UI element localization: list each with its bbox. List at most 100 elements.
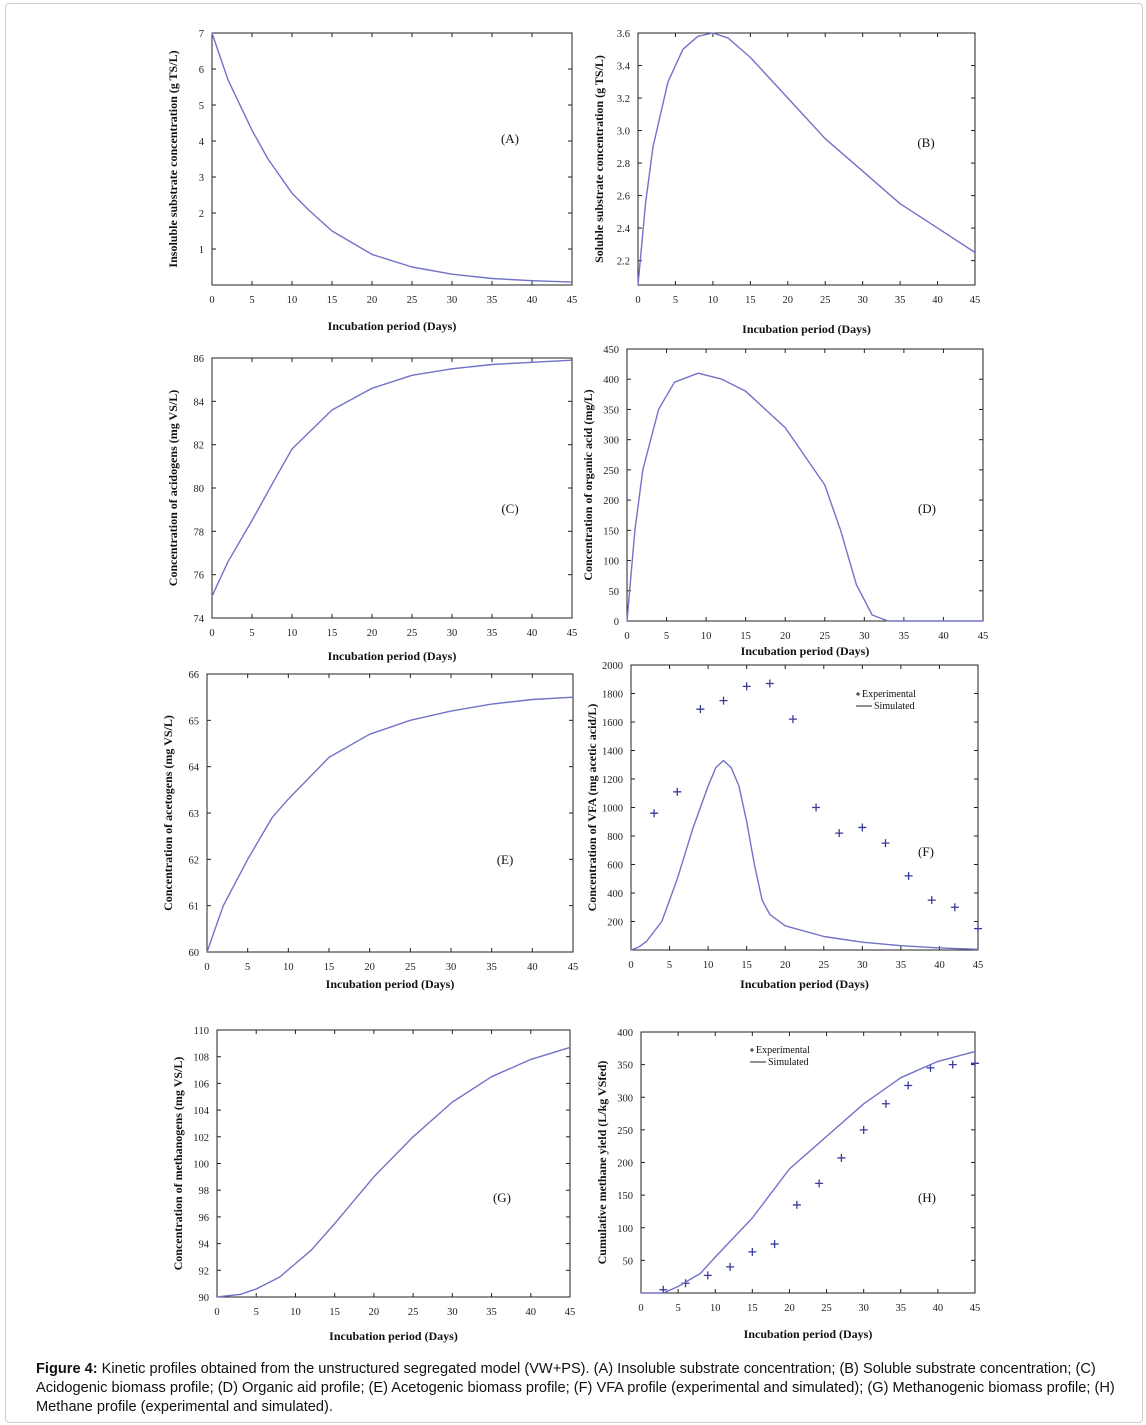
y-tick-label: 450 — [603, 345, 619, 356]
data-point-experimental — [703, 1271, 712, 1280]
x-tick-label: 25 — [407, 628, 418, 639]
x-tick-label: 5 — [664, 631, 669, 642]
plot-frame — [216, 1029, 571, 1298]
x-tick-label: 40 — [933, 1303, 944, 1314]
x-axis-label: Incubation period (Days) — [326, 977, 455, 991]
y-tick-label: 2.4 — [617, 224, 631, 235]
x-tick-label: 30 — [447, 628, 458, 639]
legend-label-experimental: Experimental — [756, 1045, 810, 1056]
chart-panel-g: 0 5 10 15 20 25 30 35 40 45 90 92 94 96 98 100 102 104 106… — [171, 1026, 575, 1343]
y-tick-label: 200 — [617, 1159, 633, 1170]
data-point-experimental — [812, 803, 821, 812]
series-line-curve — [637, 32, 976, 286]
y-axis-label: Concentration of methanogens (mg VS/L) — [171, 1057, 185, 1271]
data-point-experimental — [974, 924, 982, 933]
y-tick-label: 61 — [189, 902, 200, 913]
x-tick-label: 30 — [447, 295, 458, 306]
x-tick-label: 15 — [745, 295, 756, 306]
chart-panel-f: 0 5 10 15 20 25 30 35 40 45 200 400 600 800 1000 1200 14… — [585, 661, 983, 991]
panel-label: (E) — [497, 852, 514, 867]
series-line-curve — [626, 372, 983, 622]
x-tick-label: 45 — [970, 295, 981, 306]
x-tick-label: 0 — [638, 1303, 643, 1314]
y-tick-label: 3.0 — [617, 127, 630, 138]
x-tick-label: 25 — [407, 295, 418, 306]
panel-label: (F) — [918, 844, 934, 859]
y-tick-label: 1400 — [602, 747, 623, 758]
x-tick-label: 35 — [486, 1307, 497, 1318]
chart-panel-d: 0 5 10 15 20 25 30 35 40 450501001502002503003504… — [581, 345, 988, 658]
x-tick-label: 40 — [527, 628, 538, 639]
x-tick-label: 20 — [780, 631, 791, 642]
y-tick-label: 400 — [607, 889, 623, 900]
plot-frame — [630, 664, 979, 951]
y-tick-label: 96 — [199, 1213, 210, 1224]
y-tick-label: 1800 — [602, 690, 623, 701]
y-tick-label: 86 — [194, 354, 205, 365]
x-axis-label: Incubation period (Days) — [740, 977, 869, 991]
y-tick-label: 94 — [199, 1240, 210, 1251]
data-point-experimental — [673, 787, 682, 796]
legend-label-experimental: Experimental — [862, 689, 916, 700]
panel-label: (D) — [918, 501, 936, 516]
series-line-curve — [206, 696, 574, 953]
panel-label: (A) — [501, 131, 519, 146]
y-tick-label: 150 — [603, 526, 619, 537]
y-tick-label: 6 — [199, 65, 204, 76]
x-tick-label: 20 — [783, 295, 794, 306]
x-tick-label: 45 — [565, 1307, 576, 1318]
y-tick-label: 100 — [603, 557, 619, 568]
y-tick-label: 104 — [193, 1106, 210, 1117]
x-tick-label: 40 — [932, 295, 943, 306]
y-tick-label: 3.4 — [617, 62, 631, 73]
x-tick-label: 0 — [628, 960, 633, 971]
y-axis-label: Insoluble substrate concentration (g TS/… — [166, 50, 180, 267]
y-tick-label: 98 — [199, 1186, 210, 1197]
y-tick-label: 3.6 — [617, 29, 630, 40]
y-tick-label: 66 — [189, 670, 200, 681]
y-tick-label: 1200 — [602, 775, 623, 786]
series-line-curve — [216, 1046, 571, 1298]
x-tick-label: 10 — [287, 628, 298, 639]
x-tick-label: 0 — [214, 1307, 219, 1318]
y-tick-label: 64 — [189, 763, 200, 774]
x-tick-label: 45 — [973, 960, 984, 971]
x-tick-label: 5 — [673, 295, 678, 306]
data-point-experimental — [950, 903, 959, 912]
data-point-experimental — [650, 809, 659, 818]
y-axis-label: Concentration of VFA (mg acetic acid/L) — [585, 704, 599, 912]
x-tick-label: 25 — [405, 962, 416, 973]
data-point-experimental — [765, 679, 774, 688]
panel-label: (C) — [501, 501, 518, 516]
data-point-experimental — [837, 1153, 846, 1162]
x-tick-label: 30 — [857, 295, 868, 306]
x-tick-label: 35 — [486, 962, 497, 973]
x-tick-label: 35 — [896, 960, 907, 971]
x-tick-label: 10 — [283, 962, 294, 973]
y-axis-label: Concentration of organic acid (mg/L) — [581, 389, 595, 580]
data-point-experimental — [742, 682, 751, 691]
x-tick-label: 10 — [701, 631, 712, 642]
data-point-experimental — [971, 1059, 979, 1068]
y-tick-label: 600 — [607, 861, 623, 872]
x-tick-label: 35 — [487, 628, 498, 639]
panel-label: (H) — [918, 1190, 936, 1205]
x-tick-label: 10 — [287, 295, 298, 306]
y-axis-label: Concentration of acidogens (mg VS/L) — [166, 390, 180, 586]
y-tick-label: 350 — [617, 1061, 633, 1072]
plot-frame — [637, 32, 976, 286]
data-point-experimental — [835, 829, 844, 838]
data-point-experimental — [904, 1081, 913, 1090]
y-tick-label: 1000 — [602, 804, 623, 815]
x-tick-label: 40 — [527, 962, 538, 973]
y-tick-label: 84 — [194, 397, 205, 408]
data-point-experimental — [770, 1240, 779, 1249]
y-tick-label: 65 — [189, 716, 200, 727]
x-tick-label: 45 — [567, 295, 578, 306]
x-tick-label: 5 — [675, 1303, 680, 1314]
y-tick-label: 62 — [189, 855, 200, 866]
panel-label: (B) — [917, 135, 934, 150]
x-axis-label: Incubation period (Days) — [329, 1329, 458, 1343]
y-tick-label: 100 — [617, 1224, 633, 1235]
